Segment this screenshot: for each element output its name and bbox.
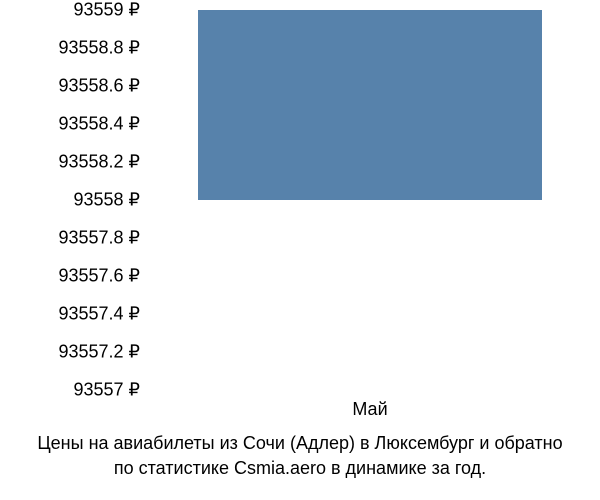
caption-line-2: по статистике Csmia.aero в динамике за г… xyxy=(114,458,486,478)
plot-area: Май xyxy=(150,10,590,390)
y-tick-label: 93557.6 ₽ xyxy=(0,266,140,287)
y-tick-label: 93557 ₽ xyxy=(0,380,140,401)
chart-area: 93559 ₽93558.8 ₽93558.6 ₽93558.4 ₽93558.… xyxy=(0,10,600,390)
chart-caption: Цены на авиабилеты из Сочи (Адлер) в Люк… xyxy=(0,431,600,480)
y-tick-label: 93559 ₽ xyxy=(0,0,140,21)
y-tick-label: 93558 ₽ xyxy=(0,190,140,211)
caption-line-1: Цены на авиабилеты из Сочи (Адлер) в Люк… xyxy=(37,433,562,453)
y-tick-label: 93557.8 ₽ xyxy=(0,228,140,249)
y-tick-label: 93558.6 ₽ xyxy=(0,76,140,97)
y-axis: 93559 ₽93558.8 ₽93558.6 ₽93558.4 ₽93558.… xyxy=(0,10,150,390)
y-tick-label: 93558.8 ₽ xyxy=(0,38,140,59)
y-tick-label: 93557.2 ₽ xyxy=(0,342,140,363)
bar xyxy=(198,10,541,200)
y-tick-label: 93558.2 ₽ xyxy=(0,152,140,173)
y-tick-label: 93558.4 ₽ xyxy=(0,114,140,135)
x-tick-label: Май xyxy=(150,399,590,420)
y-tick-label: 93557.4 ₽ xyxy=(0,304,140,325)
